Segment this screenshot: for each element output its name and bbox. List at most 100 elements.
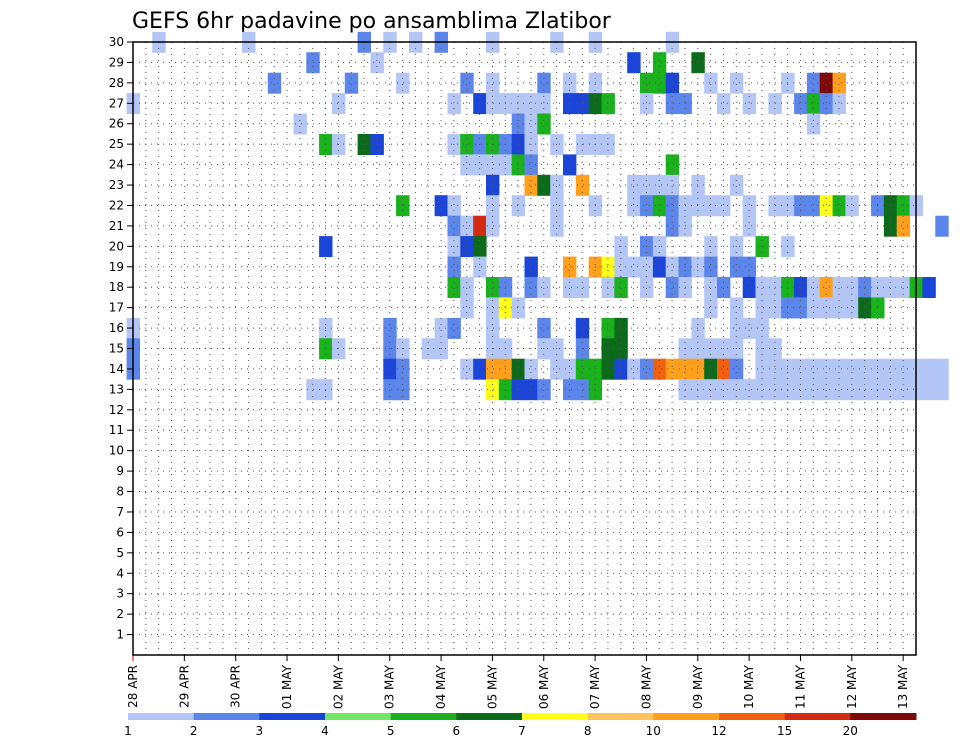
heatmap-cell: [601, 277, 615, 298]
heatmap-cell: [537, 113, 551, 135]
heatmap-cell: [665, 72, 680, 94]
x-tick-label: 08 MAY: [639, 664, 653, 709]
heatmap-cell: [640, 174, 654, 196]
heatmap-cell: [691, 195, 705, 217]
heatmap-cell: [665, 277, 680, 298]
heatmap-cell: [896, 358, 911, 380]
heatmap-cell: [794, 358, 808, 380]
y-tick-label: 11: [109, 423, 124, 437]
y-tick-label: 22: [109, 198, 124, 212]
heatmap-cell: [627, 174, 641, 196]
heatmap-cell: [755, 358, 769, 380]
y-tick-label: 23: [109, 178, 124, 192]
heatmap-cell: [486, 215, 500, 237]
y-tick-label: 13: [109, 382, 124, 396]
heatmap-cell: [794, 277, 808, 298]
colorbar-swatch: [325, 713, 392, 720]
heatmap-cell: [537, 72, 551, 94]
heatmap-cell: [486, 358, 500, 380]
heatmap-cell: [845, 195, 859, 217]
heatmap-cell: [383, 317, 397, 339]
heatmap-cell: [729, 174, 744, 196]
heatmap-cell: [806, 297, 821, 319]
x-tick-label: 07 MAY: [588, 664, 602, 709]
heatmap-cell: [858, 379, 872, 401]
colorbar-label: 6: [452, 724, 460, 738]
heatmap-cell: [524, 113, 538, 135]
ensemble-cells: [126, 31, 949, 401]
heatmap-cell: [640, 195, 654, 217]
heatmap-cell: [627, 52, 641, 74]
y-tick-label: 6: [116, 525, 124, 539]
heatmap-cell: [396, 379, 410, 401]
heatmap-cell: [729, 379, 744, 401]
heatmap-cell: [832, 358, 846, 380]
heatmap-cell: [511, 195, 526, 217]
y-tick-label: 29: [109, 55, 124, 69]
heatmap-cell: [665, 154, 680, 176]
heatmap-cell: [665, 174, 680, 196]
heatmap-cell: [627, 256, 641, 278]
heatmap-cell: [806, 195, 821, 217]
heatmap-cell: [755, 317, 769, 339]
heatmap-cell: [486, 277, 500, 298]
heatmap-cell: [858, 358, 872, 380]
colorbar-label: 12: [711, 724, 726, 738]
heatmap-cell: [652, 256, 667, 278]
heatmap-cell: [486, 379, 500, 401]
heatmap-cell: [755, 277, 769, 298]
heatmap-cell: [537, 317, 551, 339]
heatmap-cell: [832, 93, 846, 115]
heatmap-cell: [858, 297, 872, 319]
heatmap-cell: [473, 215, 487, 237]
colorbar-label: 8: [584, 724, 592, 738]
heatmap-cell: [434, 317, 448, 339]
heatmap-cell: [755, 297, 769, 319]
heatmap-cell: [935, 215, 949, 237]
heatmap-cell: [819, 195, 834, 217]
heatmap-cell: [819, 72, 834, 94]
heatmap-cell: [473, 93, 487, 115]
heatmap-cell: [704, 195, 718, 217]
colorbar-swatch: [128, 713, 195, 720]
heatmap-cell: [729, 297, 744, 319]
heatmap-cell: [922, 379, 936, 401]
y-tick-label: 3: [116, 587, 124, 601]
heatmap-cell: [742, 277, 757, 298]
heatmap-cell: [665, 358, 680, 380]
heatmap-cell: [691, 358, 705, 380]
x-tick-label: 05 MAY: [485, 664, 499, 709]
heatmap-cell: [819, 93, 834, 115]
colorbar-swatch: [259, 713, 326, 720]
heatmap-cell: [370, 52, 384, 74]
heatmap-cell: [717, 277, 731, 298]
heatmap-cell: [511, 358, 526, 380]
heatmap-cell: [896, 277, 911, 298]
heatmap-cell: [691, 174, 705, 196]
heatmap-cell: [434, 195, 448, 217]
heatmap-cell: [563, 154, 577, 176]
heatmap-cell: [806, 72, 821, 94]
heatmap-cell: [742, 379, 757, 401]
heatmap-cell: [601, 358, 615, 380]
heatmap-cell: [473, 358, 487, 380]
colorbar-swatch: [850, 713, 917, 720]
heatmap-cell: [896, 195, 911, 217]
y-tick-label: 21: [109, 219, 124, 233]
heatmap-cell: [473, 154, 487, 176]
heatmap-cell: [332, 93, 346, 115]
heatmap-cell: [524, 174, 538, 196]
y-tick-label: 14: [109, 362, 124, 376]
heatmap-cell: [460, 154, 474, 176]
heatmap-cell: [652, 72, 667, 94]
heatmap-cell: [742, 195, 757, 217]
heatmap-cell: [614, 277, 628, 298]
heatmap-cell: [447, 317, 461, 339]
heatmap-cell: [704, 256, 718, 278]
heatmap-cell: [614, 256, 628, 278]
heatmap-cell: [447, 195, 461, 217]
heatmap-cell: [794, 379, 808, 401]
heatmap-cell: [896, 379, 911, 401]
heatmap-cell: [806, 113, 821, 135]
